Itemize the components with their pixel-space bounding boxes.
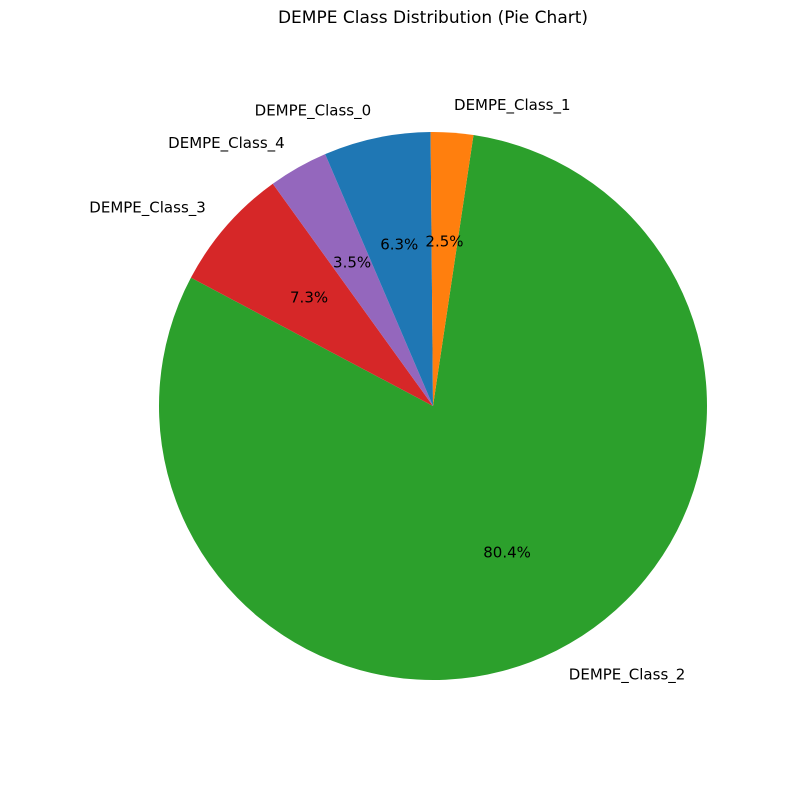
slice-label: DEMPE_Class_1 bbox=[454, 96, 571, 115]
slice-percent-label: 7.3% bbox=[290, 288, 328, 306]
pie-slice-dempe-class-0 bbox=[325, 132, 433, 406]
slice-percent-label: 6.3% bbox=[380, 236, 418, 254]
slice-label: DEMPE_Class_0 bbox=[255, 102, 372, 121]
pie-slice-dempe-class-3 bbox=[190, 183, 433, 406]
slice-label: DEMPE_Class_2 bbox=[569, 666, 686, 685]
chart-title: DEMPE Class Distribution (Pie Chart) bbox=[278, 8, 588, 28]
slice-percent-label: 2.5% bbox=[425, 233, 463, 251]
slice-percent-label: 80.4% bbox=[483, 543, 531, 561]
pie-slice-dempe-class-2 bbox=[159, 135, 708, 681]
pie-slice-dempe-class-4 bbox=[272, 154, 433, 406]
pie-slices bbox=[159, 132, 708, 681]
slice-percent-label: 3.5% bbox=[333, 253, 371, 271]
slice-label: DEMPE_Class_4 bbox=[168, 134, 285, 153]
pie-slice-dempe-class-1 bbox=[430, 132, 474, 406]
slice-label: DEMPE_Class_3 bbox=[89, 198, 206, 217]
pie-labels: DEMPE_Class_2 80.4% DEMPE_Class_3 7.3% DEMPE… bbox=[89, 96, 685, 685]
